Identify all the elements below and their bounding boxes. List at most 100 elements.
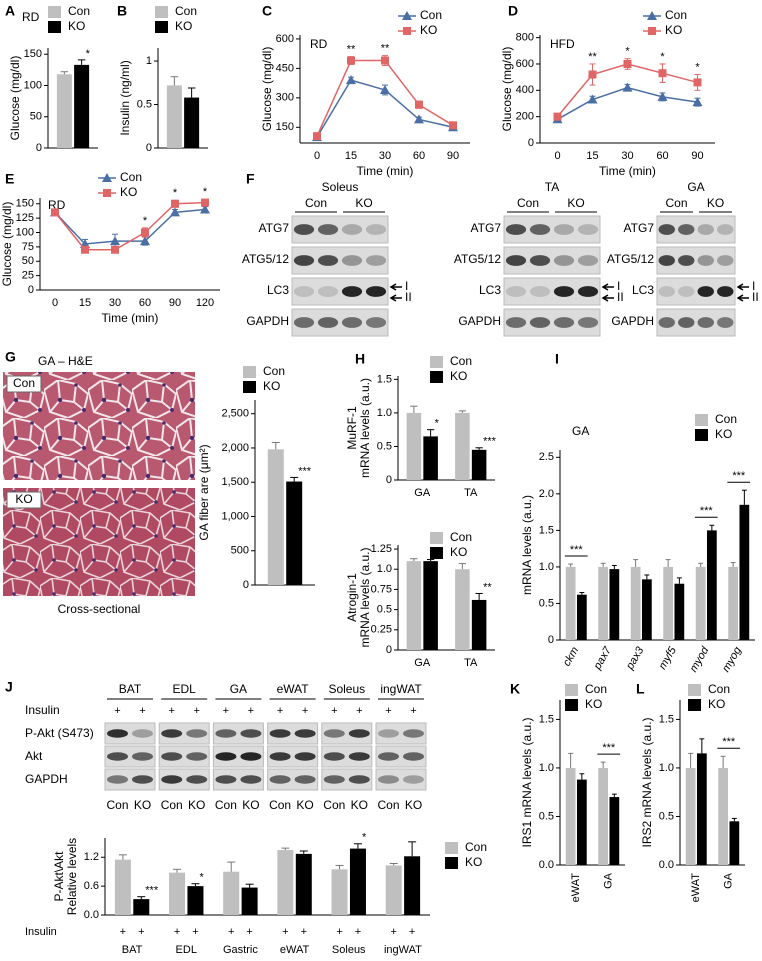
- blot-band: [505, 255, 527, 266]
- significance: ***: [700, 505, 714, 517]
- x-tick-label: 60: [656, 150, 668, 162]
- y-tick-label: 1.0: [377, 407, 392, 419]
- point: [415, 100, 423, 109]
- point: [111, 245, 119, 254]
- bar: [187, 886, 204, 915]
- y-tick-label: 400: [516, 84, 534, 96]
- y-tick-label: 1.0: [377, 563, 392, 575]
- y-tick-label: 300: [276, 92, 294, 104]
- y-tick-label: 50: [30, 111, 42, 123]
- panel-letter: A: [5, 3, 15, 19]
- blot-band: [658, 286, 675, 297]
- blot: [212, 745, 264, 768]
- x-tick-label: BAT: [122, 944, 143, 956]
- blot-band: [717, 317, 734, 328]
- blot-band: [107, 775, 128, 784]
- y-tick-label: 0: [28, 284, 34, 296]
- blot-band: [317, 286, 339, 297]
- column-label: KO: [707, 196, 724, 210]
- column-label: Con: [161, 798, 183, 812]
- y-tick-label: 1.5: [539, 524, 554, 536]
- bar: [598, 566, 609, 640]
- blot-band: [678, 286, 695, 297]
- column-label: Con: [517, 196, 539, 210]
- bar: [223, 871, 240, 915]
- y-tick-label: 600: [276, 33, 294, 45]
- bar: [706, 530, 717, 640]
- blot-band: [697, 286, 714, 297]
- blot-band: [317, 224, 339, 235]
- legend-swatch: [430, 356, 443, 368]
- group-title: TA: [545, 180, 559, 194]
- y-tick-label: 600: [516, 58, 534, 70]
- bar: [728, 566, 739, 640]
- significance: *: [660, 51, 665, 63]
- x-tick-label: TA: [464, 657, 478, 669]
- row-label: GAPDH: [458, 314, 501, 328]
- y-tick-label: 0.25: [371, 624, 392, 636]
- y-tick-label: 150: [276, 121, 294, 133]
- bar: [685, 767, 696, 865]
- blot-band: [697, 317, 714, 328]
- insulin-sign: +: [246, 926, 252, 938]
- tissue-label: ingWAT: [380, 682, 422, 696]
- tissue-label: EDL: [173, 682, 197, 696]
- significance: ***: [602, 742, 616, 754]
- bar: [663, 566, 674, 640]
- blot-band: [269, 729, 291, 738]
- insulin-sign: +: [302, 705, 308, 717]
- y-tick-label: 50: [22, 255, 34, 267]
- significance: *: [143, 215, 148, 227]
- chart-note: HFD: [550, 37, 575, 51]
- image-label-box: [6, 375, 42, 393]
- y-tick-label: 1.0: [539, 762, 554, 774]
- blot-band: [294, 775, 316, 784]
- point: [414, 114, 424, 124]
- arrow: [736, 294, 749, 302]
- x-axis-label: Time (min): [102, 311, 159, 325]
- panel-letter: L: [636, 681, 645, 697]
- point: [692, 97, 703, 107]
- x-tick-label: myod: [688, 644, 712, 674]
- row-label: ATG5/12: [242, 252, 289, 266]
- x-tick-label: myog: [720, 644, 744, 674]
- x-tick-label: 30: [379, 150, 391, 162]
- row-label: P-Akt (S473): [25, 726, 94, 740]
- legend-label: Con: [450, 530, 472, 544]
- blot-band: [658, 224, 675, 235]
- y-tick-label: 0.0: [539, 859, 554, 871]
- legend-swatch: [695, 429, 708, 441]
- y-tick-label: 2,500: [221, 408, 249, 420]
- y-axis-label: P-Akt\Akt: [52, 851, 66, 902]
- bar: [739, 504, 750, 640]
- x-axis-label: Time (min): [599, 164, 656, 178]
- legend-label: Con: [120, 170, 142, 184]
- x-tick-label: 90: [691, 150, 703, 162]
- column-label: KO: [188, 798, 205, 812]
- row-label: LC3: [479, 283, 501, 297]
- arrow-label: I: [752, 279, 755, 293]
- blot-band: [240, 775, 262, 784]
- point: [657, 91, 668, 101]
- row-label: ATG7: [624, 221, 655, 235]
- bar: [729, 821, 740, 865]
- column-label: KO: [567, 196, 584, 210]
- bar: [133, 899, 150, 915]
- blot-band: [215, 752, 237, 761]
- point: [588, 70, 597, 79]
- image-label-box: [6, 491, 42, 509]
- bar: [295, 853, 312, 915]
- blot-band: [317, 255, 339, 266]
- legend-swatch: [243, 381, 256, 393]
- chart-note: RD: [310, 37, 328, 51]
- significance: ***: [298, 465, 312, 477]
- arrow: [389, 283, 402, 291]
- x-tick-label: eWAT: [570, 873, 582, 903]
- panel-letter: K: [510, 681, 520, 697]
- legend-label: Con: [715, 412, 737, 426]
- panel-letter: B: [117, 3, 127, 19]
- row-label: ATG7: [471, 221, 502, 235]
- y-tick-label: 100: [24, 79, 42, 91]
- legend-label: KO: [68, 19, 85, 33]
- y-axis-label: MuRF-1: [345, 406, 359, 450]
